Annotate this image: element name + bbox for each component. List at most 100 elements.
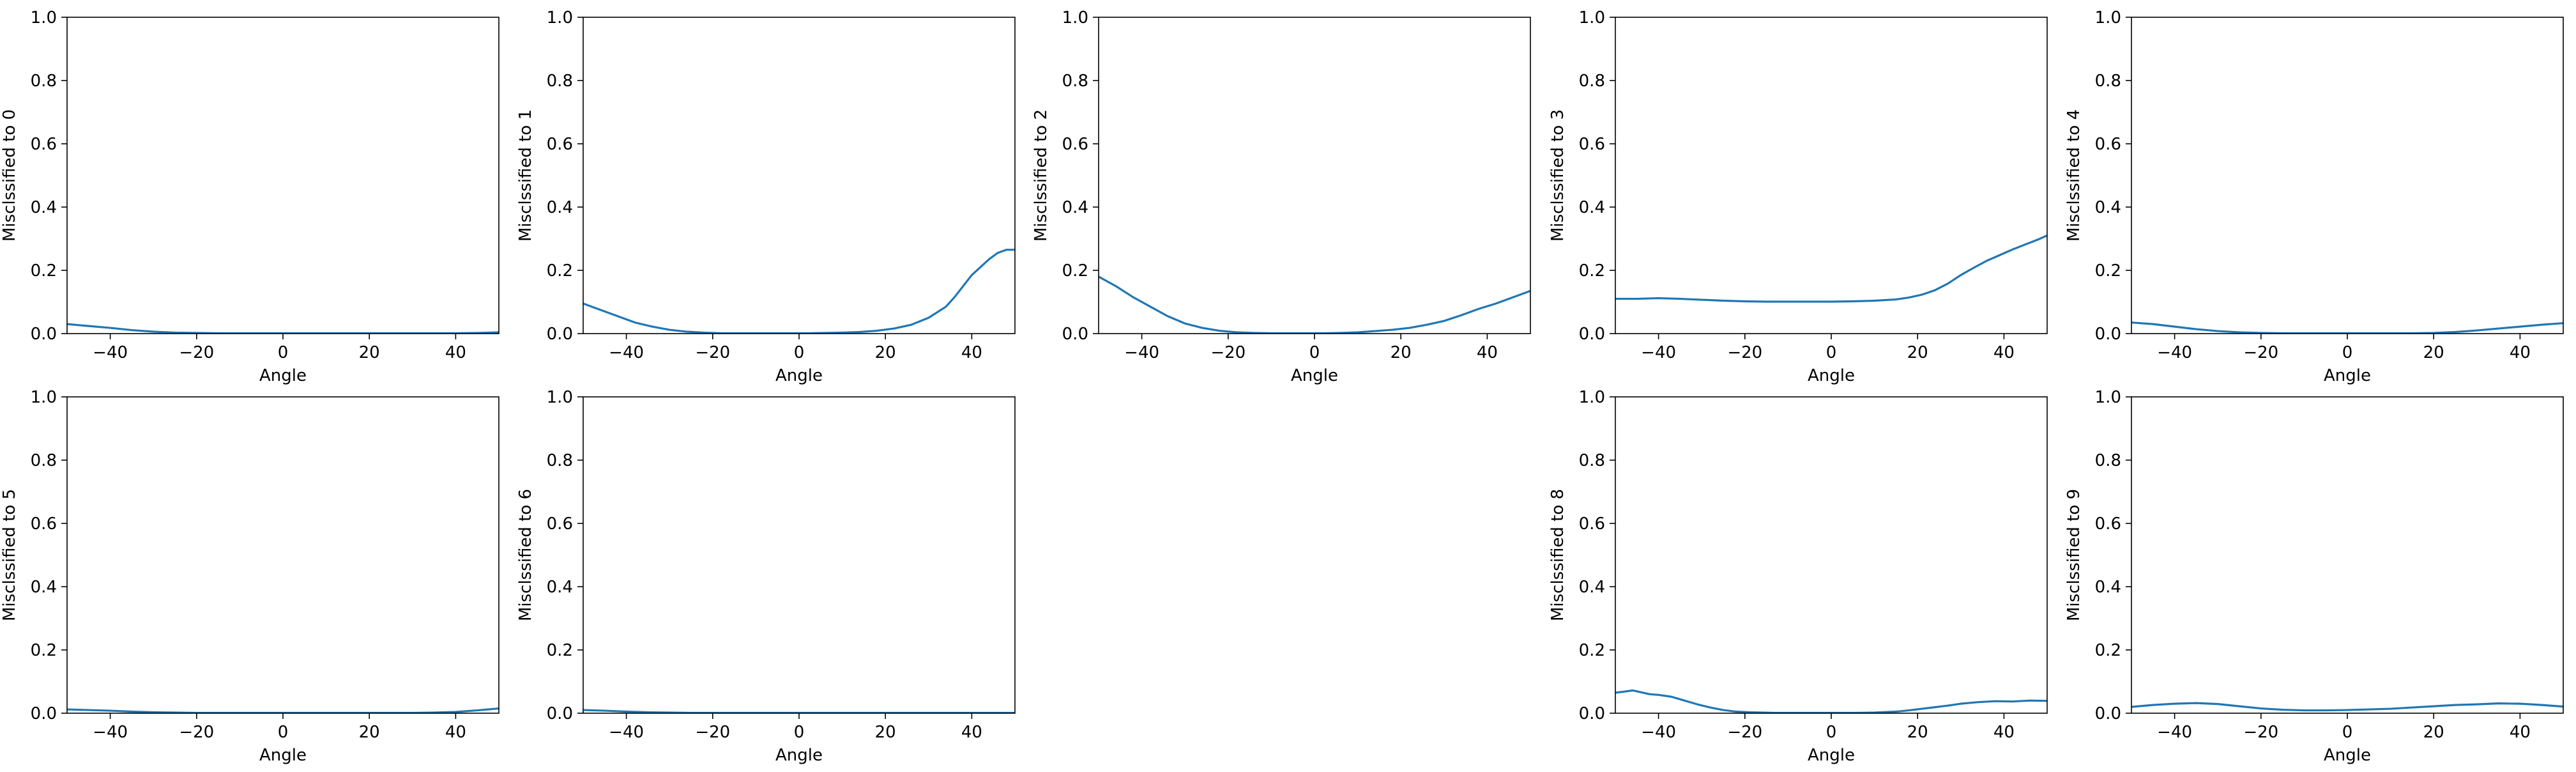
y-axis-label: Misclssified to 4 bbox=[2064, 109, 2084, 242]
x-tick-label: 0 bbox=[1309, 343, 1320, 362]
x-axis-label: Angle bbox=[259, 746, 307, 765]
y-tick-label: 0.2 bbox=[547, 261, 573, 281]
x-tick-label: −40 bbox=[93, 343, 128, 362]
x-tick-label: 20 bbox=[875, 343, 896, 362]
y-tick-label: 0.2 bbox=[2095, 261, 2121, 281]
y-axis-label: Misclssified to 2 bbox=[1032, 109, 1051, 242]
x-axis-label: Angle bbox=[775, 366, 823, 385]
y-tick-label: 0.4 bbox=[2095, 578, 2121, 597]
x-tick-label: −20 bbox=[1727, 343, 1762, 362]
y-tick-label: 0.0 bbox=[1579, 704, 1605, 723]
x-tick-label: 40 bbox=[2510, 343, 2531, 362]
x-tick-label: 0 bbox=[2342, 723, 2353, 742]
y-tick-label: 0.6 bbox=[1062, 135, 1088, 154]
y-axis-label: Misclssified to 8 bbox=[1548, 489, 1567, 621]
y-tick-label: 0.6 bbox=[31, 514, 57, 534]
x-tick-label: 20 bbox=[2423, 343, 2444, 362]
y-tick-label: 1.0 bbox=[547, 8, 573, 27]
x-axis-label: Angle bbox=[259, 366, 307, 385]
x-tick-label: −40 bbox=[609, 343, 644, 362]
y-tick-label: 0.0 bbox=[31, 704, 57, 723]
x-axis-label: Angle bbox=[1808, 746, 1855, 765]
x-tick-label: 20 bbox=[2423, 723, 2444, 742]
y-tick-label: 0.4 bbox=[2095, 198, 2121, 217]
y-axis-label: Misclssified to 9 bbox=[2064, 489, 2084, 621]
y-tick-label: 0.4 bbox=[31, 198, 57, 217]
x-axis-label: Angle bbox=[2324, 366, 2371, 385]
x-tick-label: −20 bbox=[1210, 343, 1246, 362]
x-tick-label: 40 bbox=[961, 723, 982, 742]
y-tick-label: 0.2 bbox=[547, 641, 573, 660]
x-tick-label: 0 bbox=[2342, 343, 2353, 362]
x-tick-label: 40 bbox=[445, 723, 466, 742]
subplot-5: −40 −20 0 20 40 0.0 0.2 0.4 0.6 0.8 1.0 Angle Miscls… bbox=[0, 388, 499, 765]
x-tick-label: 20 bbox=[1907, 343, 1928, 362]
x-tick-label: −40 bbox=[1641, 343, 1676, 362]
y-axis-label: Misclssified to 3 bbox=[1548, 109, 1567, 242]
x-tick-label: −40 bbox=[1124, 343, 1159, 362]
y-tick-label: 0.4 bbox=[1579, 198, 1605, 217]
y-tick-label: 0.0 bbox=[2095, 704, 2121, 723]
y-tick-label: 0.0 bbox=[1062, 325, 1088, 344]
y-tick-label: 1.0 bbox=[1579, 8, 1605, 27]
x-tick-label: 0 bbox=[794, 723, 805, 742]
x-tick-label: 40 bbox=[445, 343, 466, 362]
y-axis-label: Misclssified to 0 bbox=[0, 109, 19, 242]
y-tick-label: 0.6 bbox=[31, 135, 57, 154]
y-tick-label: 0.2 bbox=[31, 641, 57, 660]
y-tick-label: 0.2 bbox=[1062, 261, 1088, 281]
x-tick-label: 0 bbox=[1826, 343, 1837, 362]
y-tick-label: 0.8 bbox=[2095, 72, 2121, 91]
y-tick-label: 0.6 bbox=[1579, 514, 1605, 534]
y-tick-label: 0.4 bbox=[31, 578, 57, 597]
y-tick-label: 0.8 bbox=[547, 72, 573, 91]
y-tick-label: 0.8 bbox=[1579, 72, 1605, 91]
subplot-1: −40 −20 0 20 40 0.0 0.2 0.4 0.6 0.8 1.0 Angle Miscls… bbox=[516, 8, 1016, 385]
y-tick-label: 1.0 bbox=[31, 388, 57, 407]
y-tick-label: 0.4 bbox=[1062, 198, 1088, 217]
y-tick-label: 0.0 bbox=[547, 704, 573, 723]
x-tick-label: 0 bbox=[1826, 723, 1837, 742]
x-tick-label: −40 bbox=[1641, 723, 1676, 742]
x-tick-label: 0 bbox=[278, 343, 289, 362]
subplot-6: −40 −20 0 20 40 0.0 0.2 0.4 0.6 0.8 1.0 Angle Miscls… bbox=[516, 388, 1016, 765]
subplot-grid: −40 −20 0 20 40 0.0 0.2 0.4 0.6 0.8 1.0 Angle Miscls… bbox=[0, 8, 2564, 765]
y-axis-label: Misclssified to 5 bbox=[0, 489, 19, 621]
y-tick-label: 0.6 bbox=[2095, 514, 2121, 534]
y-tick-label: 0.0 bbox=[547, 325, 573, 344]
x-tick-label: −40 bbox=[2157, 343, 2192, 362]
x-tick-label: 20 bbox=[875, 723, 896, 742]
x-axis-label: Angle bbox=[775, 746, 823, 765]
x-tick-label: 20 bbox=[359, 723, 380, 742]
y-tick-label: 0.4 bbox=[547, 198, 573, 217]
x-tick-label: 40 bbox=[1993, 343, 2015, 362]
y-tick-label: 0.4 bbox=[1579, 578, 1605, 597]
x-tick-label: 20 bbox=[359, 343, 380, 362]
y-tick-label: 0.6 bbox=[547, 514, 573, 534]
y-tick-label: 0.8 bbox=[31, 72, 57, 91]
x-tick-label: −20 bbox=[695, 723, 730, 742]
y-tick-label: 1.0 bbox=[1062, 8, 1088, 27]
subplot-3: −40 −20 0 20 40 0.0 0.2 0.4 0.6 0.8 1.0 Angle Miscls… bbox=[1548, 8, 2048, 385]
y-tick-label: 0.8 bbox=[1062, 72, 1088, 91]
y-tick-label: 0.6 bbox=[547, 135, 573, 154]
x-tick-label: −40 bbox=[2157, 723, 2192, 742]
y-tick-label: 1.0 bbox=[547, 388, 573, 407]
y-tick-label: 0.8 bbox=[31, 451, 57, 470]
x-tick-label: −20 bbox=[695, 343, 730, 362]
y-tick-label: 0.2 bbox=[1579, 261, 1605, 281]
x-tick-label: 0 bbox=[278, 723, 289, 742]
y-tick-label: 0.6 bbox=[1579, 135, 1605, 154]
series-line-0 bbox=[2131, 702, 2563, 712]
x-tick-label: 40 bbox=[961, 343, 982, 362]
y-tick-label: 0.2 bbox=[2095, 641, 2121, 660]
x-tick-label: −20 bbox=[179, 723, 214, 742]
y-tick-label: 1.0 bbox=[1579, 388, 1605, 407]
y-tick-label: 0.6 bbox=[2095, 135, 2121, 154]
y-tick-label: 1.0 bbox=[31, 8, 57, 27]
subplot-7: −40 −20 0 20 40 0.0 0.2 0.4 0.6 0.8 1.0 Angle Miscls… bbox=[1548, 388, 2048, 765]
x-tick-label: −40 bbox=[609, 723, 644, 742]
y-tick-label: 0.0 bbox=[2095, 325, 2121, 344]
